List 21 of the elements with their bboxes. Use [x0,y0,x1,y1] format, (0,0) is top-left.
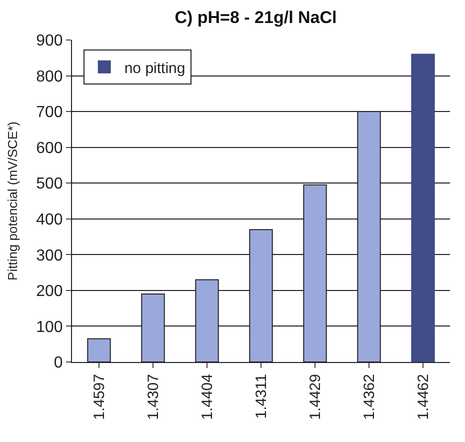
x-tick-label: 1.4462 [414,374,432,420]
x-tick-label: 1.4311 [252,374,270,419]
chart-title: C) pH=8 - 21g/l NaCl [174,8,337,27]
x-tick-label: 1.4362 [360,374,378,420]
y-tick-label: 400 [36,211,63,228]
x-tick-label: 1.4429 [306,374,324,420]
y-tick-label: 500 [36,176,63,193]
y-tick-label: 900 [36,32,63,50]
y-axis-title: Pitting potencial (mV/SCE*) [5,122,20,280]
y-tick-label: 300 [36,247,63,264]
y-tick-label: 0 [54,354,63,372]
x-tick-label: 1.4597 [90,374,108,420]
y-tick-label: 800 [36,68,63,86]
x-tick-label: 1.4404 [198,374,216,420]
y-tick-label: 200 [36,283,63,300]
y-tick-label: 600 [36,140,63,157]
y-tick-label: 100 [36,318,63,336]
bar [411,54,435,362]
legend-label: no pitting [124,60,186,77]
x-tick-label: 1.4307 [144,374,162,420]
y-tick-label: 700 [36,104,63,122]
